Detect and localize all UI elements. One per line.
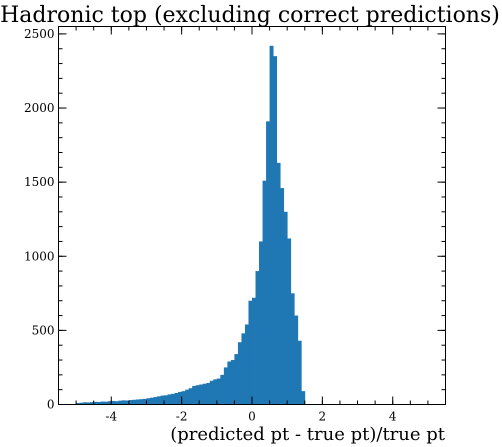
histogram-bar xyxy=(135,399,140,405)
histogram-bar xyxy=(139,399,144,405)
histogram-bar xyxy=(76,403,81,405)
histogram-bar xyxy=(255,271,260,405)
histogram-bar xyxy=(283,211,288,405)
histogram-bar xyxy=(164,395,168,405)
histogram-bar xyxy=(83,402,88,405)
histogram-bar xyxy=(297,340,302,405)
histogram-bar xyxy=(118,400,123,405)
histogram-bar xyxy=(79,402,84,405)
x-tick-label: -2 xyxy=(176,410,188,424)
histogram-bar xyxy=(157,396,161,405)
x-tick-label: -4 xyxy=(105,410,117,424)
histogram-bar xyxy=(146,398,151,405)
histogram-bar xyxy=(227,361,232,405)
histogram-bar xyxy=(220,374,225,405)
histogram-bar xyxy=(262,180,267,405)
y-tick-label: 2000 xyxy=(24,101,55,115)
histogram-bar xyxy=(107,401,112,405)
histogram-bar xyxy=(185,389,190,405)
x-tick-label: 0 xyxy=(248,410,256,424)
histogram-bar xyxy=(178,391,183,405)
histogram-bar xyxy=(276,162,281,405)
x-axis-label: (predicted pt - true pt)/true pt xyxy=(170,424,446,445)
x-tick-label: 4 xyxy=(389,410,397,424)
histogram-bar xyxy=(280,188,285,405)
chart-title: Hadronic top (excluding correct predicti… xyxy=(0,3,500,28)
histogram-bar xyxy=(290,293,295,405)
histogram-bar xyxy=(252,297,256,405)
y-tick-label: 500 xyxy=(32,323,55,337)
histogram-bar xyxy=(287,238,292,405)
histogram-bar xyxy=(114,401,119,405)
y-tick-label: 1500 xyxy=(24,175,55,189)
histogram-bar xyxy=(132,399,137,405)
histogram-bar xyxy=(160,395,165,405)
histogram-bar xyxy=(171,393,175,405)
histogram-bar xyxy=(104,401,109,405)
histogram-bar xyxy=(301,391,306,405)
histogram-bar xyxy=(234,354,239,405)
y-tick-label: 1000 xyxy=(24,249,55,263)
histogram-bar xyxy=(128,400,133,405)
histogram-bar xyxy=(86,402,91,405)
histogram-bar xyxy=(195,385,200,405)
plot-frame xyxy=(58,26,446,405)
histogram-bar xyxy=(266,121,270,405)
histogram-bar xyxy=(153,397,158,405)
histogram-bar xyxy=(216,378,221,405)
histogram-bar xyxy=(125,400,130,405)
histogram-bar xyxy=(213,379,218,405)
histogram-bar xyxy=(192,385,197,405)
histogram-bar xyxy=(111,400,116,405)
histogram-bar xyxy=(174,392,179,405)
histogram-bar xyxy=(93,401,98,405)
bars-group xyxy=(76,45,306,405)
histogram-bar xyxy=(167,394,172,405)
histogram-bar xyxy=(121,400,126,405)
histogram-bar xyxy=(97,401,102,405)
histogram-bar xyxy=(237,342,242,405)
histogram-bar xyxy=(100,401,105,405)
histogram-bar xyxy=(269,45,274,405)
histogram-bar xyxy=(199,384,204,405)
histogram-bar xyxy=(273,56,278,405)
x-tick-label: 2 xyxy=(319,410,327,424)
histogram-bar xyxy=(244,324,249,405)
histogram-bar xyxy=(259,241,263,405)
y-tick-label: 2500 xyxy=(24,27,55,41)
histogram-bar xyxy=(90,402,95,405)
histogram-bar xyxy=(149,397,154,405)
ticks-group: -4 -2 0 2 4 0 500 1000 1500 2000 2500 xyxy=(24,26,446,424)
histogram-bar xyxy=(181,391,186,405)
histogram-bar xyxy=(202,383,207,405)
histogram-bar xyxy=(294,315,299,405)
histogram-bar xyxy=(241,333,246,405)
histogram-bar xyxy=(206,383,211,405)
histogram-bar xyxy=(223,367,228,405)
histogram-bar xyxy=(209,380,214,405)
histogram-bar xyxy=(142,398,147,405)
y-tick-label: 0 xyxy=(47,398,55,412)
histogram-bar xyxy=(248,300,253,405)
histogram-bar xyxy=(230,360,235,405)
histogram-bar xyxy=(188,388,193,405)
